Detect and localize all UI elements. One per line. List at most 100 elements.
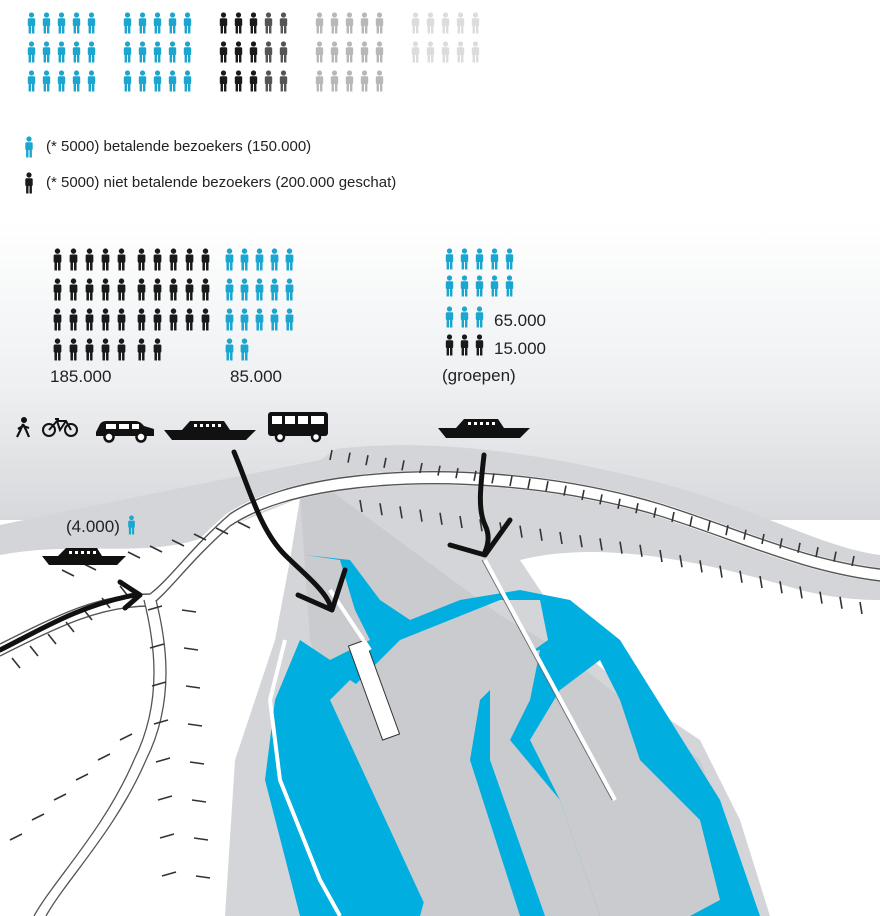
hatch-mark: [719, 565, 723, 578]
pier-main: [347, 639, 401, 741]
hatch-mark: [617, 498, 621, 509]
road-branch-down: [34, 598, 166, 916]
nonpaying-person: [426, 12, 435, 34]
hatch-mark: [839, 596, 843, 609]
nonpaying-person: [279, 12, 288, 34]
legend-nonpaying: (* 5000) niet betalende bezoekers (200.0…: [24, 172, 396, 194]
paying-person: [57, 12, 66, 34]
nonpaying-person: [315, 41, 324, 63]
hatch-mark: [215, 527, 229, 535]
hatch-mark: [183, 647, 199, 651]
flow-arrows: [0, 449, 513, 653]
harbour-island-long: [330, 680, 470, 916]
hatch-mark: [53, 793, 67, 801]
label-nonpaying-arrivals: 185.000: [50, 367, 112, 386]
nonpaying-person: [411, 41, 420, 63]
nonpaying-person: [345, 41, 354, 63]
nonpaying-person: [315, 70, 324, 92]
hatch-mark: [859, 601, 863, 615]
hatch-mark: [779, 538, 783, 549]
paying-person: [138, 12, 147, 34]
nonpaying-person: [279, 41, 288, 63]
hatch-mark: [47, 633, 57, 645]
paying-person: [42, 70, 51, 92]
label-paying-arrivals: 85.000: [230, 367, 282, 386]
paying-person: [72, 12, 81, 34]
nonpaying-person: [219, 41, 228, 63]
paying-person: [138, 41, 147, 63]
jetty-east: [483, 559, 617, 801]
hatch-mark: [491, 473, 495, 484]
nonpaying-person: [249, 41, 258, 63]
dike-road-edge-b: [0, 483, 880, 657]
nonpaying-person: [441, 41, 450, 63]
hatch-mark: [671, 511, 675, 523]
hatch-mark: [237, 521, 251, 529]
hatch-mark: [635, 503, 639, 514]
hatch-mark: [579, 535, 583, 548]
nonpaying-person: [456, 41, 465, 63]
hatch-mark: [419, 462, 423, 474]
nonpaying-person: [360, 70, 369, 92]
paying-person: [27, 70, 36, 92]
paying-person-icon: [25, 136, 33, 158]
hatch-mark: [189, 761, 205, 765]
hatch-mark: [147, 605, 163, 611]
nonpaying-person: [264, 70, 273, 92]
hatch-mark: [619, 541, 623, 554]
hatch-mark: [519, 525, 523, 538]
hatch-mark: [707, 520, 711, 531]
arrow-ferry-west: [0, 592, 138, 653]
nonpaying-person-icon: [25, 172, 33, 194]
hatch-mark: [689, 516, 693, 527]
paying-person: [168, 70, 177, 92]
transport-icons: [16, 412, 530, 565]
hatch-mark: [653, 507, 657, 518]
nonpaying-person: [360, 12, 369, 34]
hatch-mark: [401, 460, 405, 471]
hatch-mark: [599, 538, 603, 551]
hatch-mark: [833, 551, 837, 562]
hatch-mark: [161, 871, 177, 877]
hatch-mark: [479, 519, 483, 532]
hatch-mark: [127, 551, 141, 559]
paying-person: [72, 41, 81, 63]
paying-person: [153, 12, 162, 34]
hatch-mark: [439, 512, 443, 525]
hatch-mark: [185, 685, 201, 689]
label-small-ferry: (4.000): [66, 515, 136, 537]
hatch-mark: [379, 503, 383, 516]
nonpaying-person: [279, 70, 288, 92]
paying-person: [138, 70, 147, 92]
hatch-mark: [599, 494, 603, 505]
hatch-mark: [659, 549, 663, 563]
bus-icon: [268, 412, 328, 443]
nonpaying-person: [456, 12, 465, 34]
nonpaying-person: [234, 41, 243, 63]
hatch-mark: [83, 609, 93, 621]
hatch-mark: [759, 575, 763, 589]
nonpaying-person: [330, 70, 339, 92]
label-groups-note: (groepen): [442, 366, 516, 385]
hatch-mark: [155, 757, 171, 763]
paying-person: [168, 12, 177, 34]
hatch-mark: [365, 455, 369, 466]
label-group-nonpaying: 15.000: [494, 339, 546, 358]
ferry-icon: [164, 421, 256, 440]
paying-person: [87, 41, 96, 63]
hatch-mark: [75, 773, 89, 781]
hatch-mark: [359, 499, 363, 513]
nonpaying-person: [264, 41, 273, 63]
hatch-mark: [151, 681, 167, 687]
walking-icon: [16, 417, 31, 438]
paying-person: [42, 12, 51, 34]
hatch-mark: [679, 555, 683, 568]
hatch-mark: [399, 506, 403, 519]
hatch-mark: [157, 795, 173, 801]
nonpaying-person: [471, 12, 480, 34]
paying-person: [87, 12, 96, 34]
nonpaying-person: [219, 12, 228, 34]
hatch-mark: [527, 478, 531, 489]
nonpaying-person: [219, 70, 228, 92]
